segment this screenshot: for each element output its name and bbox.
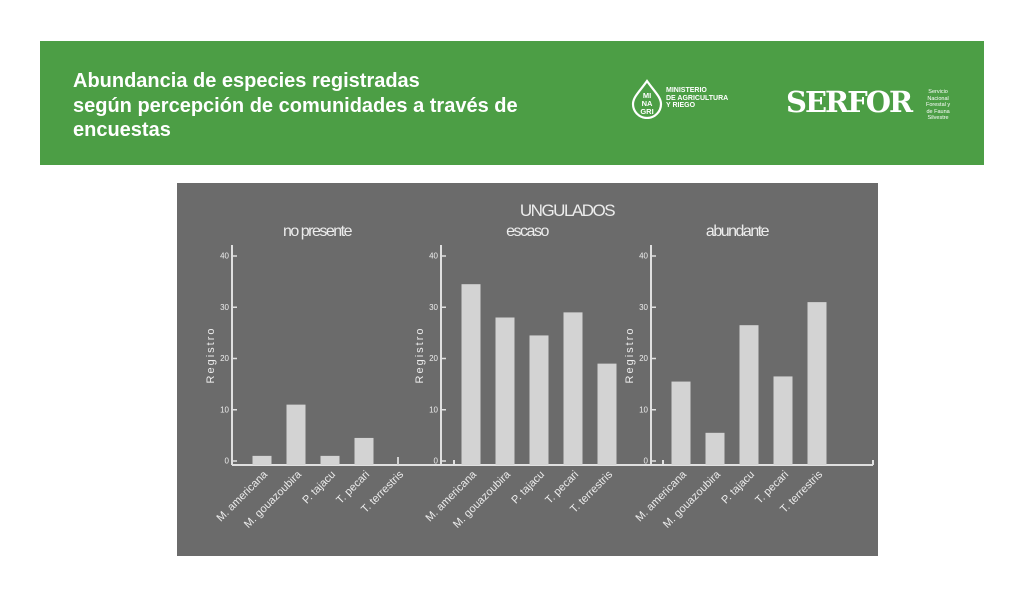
y-tick-label: 10 (220, 405, 229, 414)
page-title: Abundancia de especies registradas según… (73, 69, 613, 143)
header-banner: Abundancia de especies registradas según… (40, 41, 984, 165)
minagri-drop-icon: MI NA GRI (631, 79, 663, 119)
category-label: M. gouazoubira (661, 468, 724, 531)
bar (563, 312, 583, 465)
serfor-subtitle: Servicio Nacional Forestal y de Fauna Si… (926, 89, 950, 122)
bar (773, 376, 793, 465)
serfor-subtitle-line: Nacional (927, 95, 949, 102)
minagri-mark-line: NA (642, 99, 653, 108)
y-tick-label: 10 (429, 405, 438, 414)
y-tick-label: 10 (639, 405, 648, 414)
minagri-text-line: DE AGRICULTURA (666, 94, 729, 102)
y-tick-label: 30 (220, 303, 229, 312)
y-axis-label: Registro (624, 327, 636, 384)
chart-title: UNGULADOS (520, 201, 615, 220)
bar (739, 325, 759, 465)
y-tick-label: 20 (220, 354, 229, 363)
y-tick-label: 40 (220, 252, 229, 261)
title-line: según percepción de comunidades a través… (73, 94, 518, 117)
serfor-subtitle-line: Servicio (928, 89, 948, 95)
y-tick-label: 0 (644, 457, 649, 466)
y-tick-label: 40 (639, 252, 648, 261)
y-tick-label: 40 (429, 252, 438, 261)
category-label: M. gouazoubira (242, 468, 305, 531)
serfor-wordmark: SERFOR (786, 85, 913, 119)
bar (529, 335, 549, 465)
y-tick-label: 0 (434, 457, 439, 466)
title-line: encuestas (73, 119, 171, 141)
bar (354, 437, 374, 465)
bar (252, 455, 272, 465)
bar (320, 455, 340, 465)
y-tick-label: 20 (429, 354, 438, 363)
minagri-text-line: Y RIEGO (666, 102, 696, 110)
y-tick-label: 30 (429, 303, 438, 312)
title-line: Abundancia de especies registradas (73, 70, 420, 92)
y-tick-label: 0 (225, 457, 230, 466)
bar (807, 302, 827, 465)
minagri-mark-line: MI (643, 91, 651, 100)
minagri-mark-line: GRI (640, 107, 653, 116)
y-tick-label: 20 (639, 354, 648, 363)
panel-title: escaso (506, 223, 549, 240)
y-axis-label: Registro (205, 327, 217, 384)
bar-chart: UNGULADOS no presente 0 10 20 30 40 Registro M. … (205, 201, 874, 531)
panel-title: no presente (283, 223, 353, 240)
panel-title: abundante (706, 223, 770, 240)
bar (705, 432, 725, 465)
category-label: M. gouazoubira (451, 468, 514, 531)
bar (597, 363, 617, 465)
category-label: P. tajacu (719, 469, 757, 507)
serfor-subtitle-line: Silvestre (927, 115, 949, 121)
bar (461, 284, 481, 465)
y-tick-label: 30 (639, 303, 648, 312)
minagri-logo: MI NA GRI MINISTERIO DE AGRICULTURA Y RI… (630, 79, 750, 119)
bar (495, 317, 515, 465)
y-axis-label: Registro (414, 327, 426, 384)
bar (671, 381, 691, 465)
category-label: P. tajacu (300, 469, 338, 507)
category-label: P. tajacu (509, 469, 547, 507)
minagri-text: MINISTERIO DE AGRICULTURA Y RIEGO (666, 87, 728, 110)
serfor-subtitle-line: Forestal y (926, 102, 951, 108)
bar (286, 404, 306, 465)
serfor-logo: SERFOR Servicio Nacional Forestal y de F… (786, 85, 956, 125)
chart-panel: UNGULADOS no presente 0 10 20 30 40 Registro M. … (177, 183, 878, 556)
minagri-text-line: MINISTERIO (666, 87, 707, 94)
serfor-subtitle-line: de Fauna (926, 108, 950, 115)
